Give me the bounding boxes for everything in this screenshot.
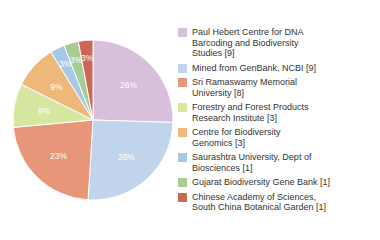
html-text:Gujarat Biodiversity Gene Bank: Gujarat Biodiversity Gene Bank [1] <box>192 177 331 188</box>
svg-text:3%: 3% <box>69 55 83 65</box>
html-text:Saurashtra University, Dept of: Saurashtra University, Dept of Bioscienc… <box>192 152 312 173</box>
svg-text:3%: 3% <box>59 59 72 70</box>
html-text:Chinese Academy of Sciences, S: Chinese Academy of Sciences, South China… <box>192 191 327 213</box>
svg-text:9%: 9% <box>38 106 51 116</box>
svg-text:26%: 26% <box>120 80 137 90</box>
html-text:Paul Hebert Centre for DNA Bar: Paul Hebert Centre for DNA Barcoding and… <box>192 27 304 59</box>
svg-text:3%: 3% <box>81 53 94 63</box>
svg-text:23%: 23% <box>50 151 67 161</box>
html-text:Forestry and Forest Products R: Forestry and Forest Products Research In… <box>192 102 309 123</box>
html-text:Centre for Biodiversity Genomi: Centre for Biodiversity Genomics [3] <box>192 127 281 148</box>
svg-text:26%: 26% <box>118 152 135 162</box>
svg-text:9%: 9% <box>50 82 63 92</box>
html-text:Mined from GenBank, NCBI [9]: Mined from GenBank, NCBI [9] <box>192 62 317 73</box>
html-text:Sri Ramaswamy Memorial Univers: Sri Ramaswamy Memorial University [8] <box>192 77 297 98</box>
